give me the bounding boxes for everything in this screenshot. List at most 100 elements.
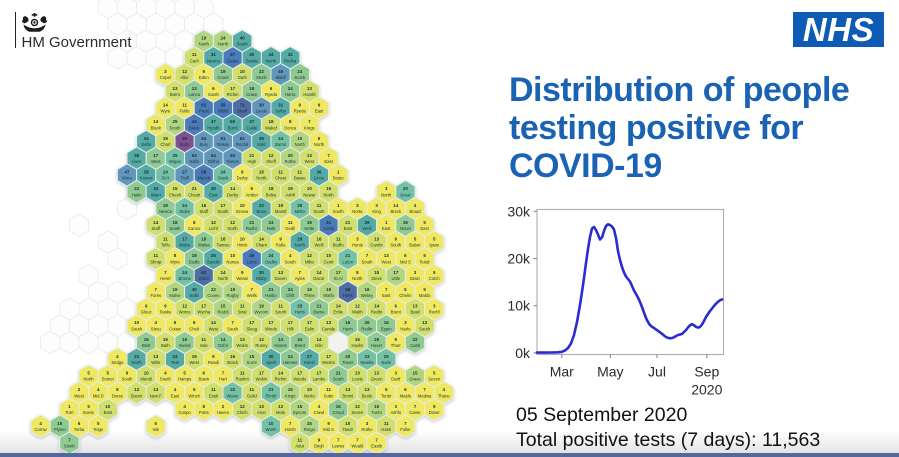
svg-text:7: 7 <box>251 287 254 292</box>
svg-text:Sandw: Sandw <box>207 259 221 264</box>
svg-text:Bradf: Bradf <box>237 109 248 114</box>
svg-text:7: 7 <box>222 371 225 376</box>
svg-text:14: 14 <box>374 304 380 309</box>
svg-text:11: 11 <box>336 237 341 242</box>
svg-text:Ashfo: Ashfo <box>390 410 401 415</box>
svg-text:Chorl: Chorl <box>160 142 170 147</box>
svg-text:Three: Three <box>304 293 316 298</box>
svg-text:Dartf: Dartf <box>391 377 401 382</box>
svg-text:19: 19 <box>163 337 169 342</box>
svg-text:Chesh: Chesh <box>188 192 201 197</box>
svg-text:13: 13 <box>384 253 390 258</box>
svg-text:14: 14 <box>211 320 217 325</box>
svg-text:29: 29 <box>374 337 380 342</box>
svg-text:Newar: Newar <box>303 192 316 197</box>
svg-text:North: North <box>295 243 306 248</box>
svg-text:Norwi: Norwi <box>400 226 411 231</box>
svg-text:East: East <box>344 226 353 231</box>
svg-text:9: 9 <box>164 304 167 309</box>
svg-text:Brigh: Brigh <box>314 444 324 449</box>
svg-text:15: 15 <box>412 371 418 376</box>
svg-text:13: 13 <box>278 270 284 275</box>
svg-text:17: 17 <box>259 371 265 376</box>
svg-text:3: 3 <box>433 304 436 309</box>
svg-text:8: 8 <box>203 404 206 409</box>
svg-text:Charn: Charn <box>256 243 268 248</box>
svg-text:3: 3 <box>164 69 167 74</box>
svg-text:17: 17 <box>297 371 303 376</box>
svg-text:Thane: Thane <box>438 393 451 398</box>
svg-text:2: 2 <box>78 387 81 392</box>
svg-text:Mid S: Mid S <box>400 259 411 264</box>
svg-text:Wolve: Wolve <box>179 243 191 248</box>
svg-text:Herts: Herts <box>343 293 353 298</box>
svg-text:South: South <box>131 326 143 331</box>
svg-text:Wyre: Wyre <box>170 259 180 264</box>
svg-text:Westm: Westm <box>322 360 335 365</box>
svg-text:Glouc: Glouc <box>141 310 152 315</box>
svg-text:Ipswi: Ipswi <box>429 243 439 248</box>
svg-text:11: 11 <box>192 52 197 57</box>
svg-text:16: 16 <box>182 337 188 342</box>
svg-text:40: 40 <box>249 52 255 57</box>
svg-text:Harin: Harin <box>343 326 354 331</box>
svg-text:Rothe: Rothe <box>361 427 373 432</box>
svg-text:18: 18 <box>249 86 255 91</box>
svg-text:Bourn: Bourn <box>131 393 143 398</box>
svg-text:Luton: Luton <box>343 259 354 264</box>
svg-text:5: 5 <box>107 371 110 376</box>
svg-text:Hackn: Hackn <box>351 343 364 348</box>
svg-text:Aller: Aller <box>180 75 189 80</box>
svg-text:Newca: Newca <box>207 58 220 63</box>
svg-text:13: 13 <box>278 404 284 409</box>
svg-text:4: 4 <box>443 387 446 392</box>
svg-text:Castl: Castl <box>410 343 420 348</box>
svg-text:16: 16 <box>326 186 332 191</box>
svg-text:South: South <box>160 377 172 382</box>
svg-text:Corby: Corby <box>323 226 335 231</box>
svg-text:West: West <box>381 259 391 264</box>
svg-text:22: 22 <box>230 387 236 392</box>
svg-text:3: 3 <box>414 270 417 275</box>
svg-text:Eastb: Eastb <box>371 444 382 449</box>
svg-text:Melto: Melto <box>295 209 306 214</box>
svg-text:Folke: Folke <box>400 427 411 432</box>
svg-text:19: 19 <box>172 287 178 292</box>
svg-text:Somer: Somer <box>102 377 115 382</box>
svg-text:Carli: Carli <box>190 58 199 63</box>
svg-text:12: 12 <box>268 153 274 158</box>
svg-text:6: 6 <box>193 320 196 325</box>
svg-text:40: 40 <box>240 36 246 41</box>
svg-text:Grave: Grave <box>409 377 421 382</box>
svg-text:17: 17 <box>182 237 188 242</box>
svg-text:South: South <box>362 259 374 264</box>
svg-text:Sunde: Sunde <box>246 58 259 63</box>
svg-text:15: 15 <box>288 387 294 392</box>
svg-text:Rushc: Rushc <box>246 226 258 231</box>
svg-text:Redca: Redca <box>284 58 297 63</box>
svg-text:Sedge: Sedge <box>111 360 124 365</box>
svg-text:19: 19 <box>201 36 207 41</box>
svg-text:45: 45 <box>278 69 284 74</box>
svg-text:11: 11 <box>297 170 302 175</box>
svg-text:Oldha: Oldha <box>208 159 220 164</box>
svg-text:7: 7 <box>68 438 71 443</box>
svg-text:Readi: Readi <box>208 360 219 365</box>
svg-text:4: 4 <box>39 421 42 426</box>
svg-text:9: 9 <box>433 404 436 409</box>
svg-text:7: 7 <box>375 438 378 443</box>
svg-text:Centr: Centr <box>323 259 334 264</box>
svg-text:Wokin: Wokin <box>236 343 248 348</box>
svg-text:19: 19 <box>326 287 332 292</box>
svg-text:18: 18 <box>192 253 198 258</box>
svg-text:21: 21 <box>268 287 274 292</box>
svg-text:21: 21 <box>345 253 351 258</box>
svg-text:Merto: Merto <box>304 393 315 398</box>
svg-text:21: 21 <box>345 220 351 225</box>
svg-text:17: 17 <box>201 304 207 309</box>
svg-text:East: East <box>324 159 333 164</box>
svg-text:Brent: Brent <box>295 343 306 348</box>
svg-text:Barki: Barki <box>381 360 391 365</box>
svg-text:9: 9 <box>395 237 398 242</box>
svg-text:Leeds: Leeds <box>256 109 267 114</box>
